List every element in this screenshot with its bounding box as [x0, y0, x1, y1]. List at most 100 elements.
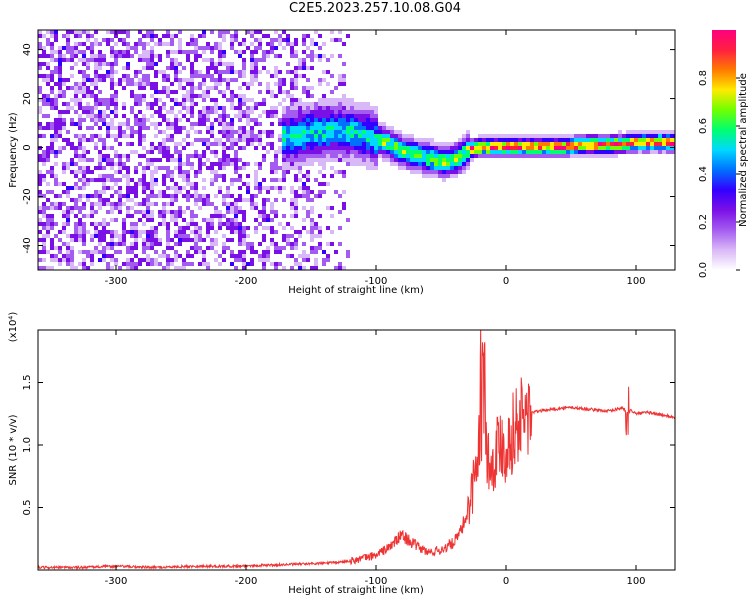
heatmap-cell [378, 154, 382, 158]
heatmap-cell [266, 50, 270, 54]
heatmap-cell [54, 234, 58, 238]
heatmap-cell [62, 222, 66, 226]
x-tick-label: -200 [235, 276, 258, 287]
heatmap-cell [38, 194, 42, 198]
heatmap-cell [78, 126, 82, 130]
heatmap-cell [238, 106, 242, 110]
heatmap-cell [74, 174, 78, 178]
heatmap-cell [130, 234, 134, 238]
heatmap-cell [430, 146, 434, 150]
heatmap-cell [242, 234, 246, 238]
heatmap-cell [178, 166, 182, 170]
heatmap-cell [186, 174, 190, 178]
heatmap-cell [582, 154, 586, 158]
heatmap-cell [50, 102, 54, 106]
heatmap-cell [254, 74, 258, 78]
heatmap-cell [286, 34, 290, 38]
heatmap-cell [290, 94, 294, 98]
heatmap-cell [438, 142, 442, 146]
heatmap-cell [358, 142, 362, 146]
heatmap-cell [94, 230, 98, 234]
heatmap-cell [202, 154, 206, 158]
heatmap-cell [206, 194, 210, 198]
heatmap-cell [406, 162, 410, 166]
heatmap-cell [174, 218, 178, 222]
heatmap-cell [50, 90, 54, 94]
heatmap-cell [298, 98, 302, 102]
heatmap-cell [50, 166, 54, 170]
heatmap-cell [110, 50, 114, 54]
heatmap-cell [366, 110, 370, 114]
heatmap-cell [166, 122, 170, 126]
heatmap-cell [82, 78, 86, 82]
heatmap-cell [130, 246, 134, 250]
heatmap-cell [338, 82, 342, 86]
heatmap-cell [290, 154, 294, 158]
heatmap-cell [206, 246, 210, 250]
heatmap-cell [38, 258, 42, 262]
heatmap-cell [270, 74, 274, 78]
heatmap-cell [270, 206, 274, 210]
heatmap-cell [370, 150, 374, 154]
heatmap-cell [246, 162, 250, 166]
heatmap-cell [158, 146, 162, 150]
heatmap-cell [182, 114, 186, 118]
heatmap-cell [162, 182, 166, 186]
heatmap-cell [278, 78, 282, 82]
heatmap-cell [226, 62, 230, 66]
heatmap-cell [178, 142, 182, 146]
heatmap-cell [586, 138, 590, 142]
heatmap-cell [162, 70, 166, 74]
heatmap-cell [370, 122, 374, 126]
heatmap-cell [386, 134, 390, 138]
heatmap-cell [50, 242, 54, 246]
heatmap-cell [342, 170, 346, 174]
heatmap-cell [214, 206, 218, 210]
heatmap-cell [470, 142, 474, 146]
heatmap-cell [158, 58, 162, 62]
heatmap-cell [326, 110, 330, 114]
heatmap-cell [282, 134, 286, 138]
heatmap-cell [470, 154, 474, 158]
heatmap-cell [202, 186, 206, 190]
heatmap-cell [250, 54, 254, 58]
heatmap-cell [318, 170, 322, 174]
heatmap-cell [62, 58, 66, 62]
heatmap-cell [178, 266, 182, 270]
heatmap-cell [126, 66, 130, 70]
heatmap-cell [74, 54, 78, 58]
heatmap-cell [366, 158, 370, 162]
heatmap-cell [590, 134, 594, 138]
heatmap-cell [94, 30, 98, 34]
heatmap-cell [410, 158, 414, 162]
heatmap-cell [170, 42, 174, 46]
heatmap-cell [222, 234, 226, 238]
heatmap-cell [46, 154, 50, 158]
heatmap-cell [102, 186, 106, 190]
heatmap-cell [50, 258, 54, 262]
heatmap-cell [78, 106, 82, 110]
heatmap-cell [610, 138, 614, 142]
heatmap-cell [402, 146, 406, 150]
heatmap-cell [546, 134, 550, 138]
heatmap-cell [442, 178, 446, 182]
heatmap-cell [234, 230, 238, 234]
heatmap-cell [294, 174, 298, 178]
heatmap-cell [62, 54, 66, 58]
heatmap-cell [230, 178, 234, 182]
heatmap-cell [258, 210, 262, 214]
heatmap-cell [490, 134, 494, 138]
heatmap-cell [338, 78, 342, 82]
heatmap-cell [158, 122, 162, 126]
heatmap-cell [338, 194, 342, 198]
heatmap-cell [162, 42, 166, 46]
heatmap-cell [318, 182, 322, 186]
heatmap-cell [306, 106, 310, 110]
heatmap-cell [54, 206, 58, 210]
heatmap-cell [222, 38, 226, 42]
heatmap-cell [294, 114, 298, 118]
heatmap-cell [106, 130, 110, 134]
heatmap-cell [318, 158, 322, 162]
heatmap-cell [142, 114, 146, 118]
heatmap-cell [218, 190, 222, 194]
